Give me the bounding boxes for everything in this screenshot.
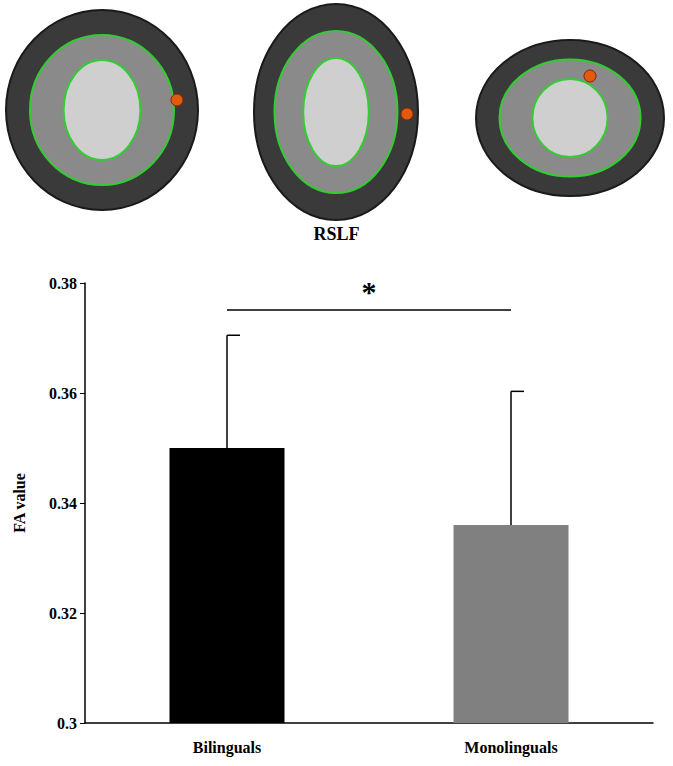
svg-text:0.38: 0.38 — [49, 275, 77, 292]
svg-text:RSLF: RSLF — [313, 224, 359, 244]
svg-text:*: * — [362, 275, 377, 308]
svg-text:Monolinguals: Monolinguals — [464, 739, 557, 757]
svg-text:0.34: 0.34 — [49, 495, 77, 512]
svg-text:0.32: 0.32 — [49, 605, 77, 622]
svg-text:0.36: 0.36 — [49, 385, 77, 402]
svg-text:Bilinguals: Bilinguals — [193, 739, 261, 757]
svg-text:0.3: 0.3 — [57, 715, 77, 732]
svg-text:FA value: FA value — [11, 473, 28, 533]
